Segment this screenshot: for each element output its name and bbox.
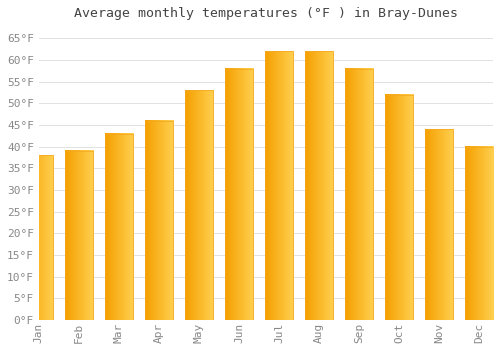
Bar (345, 69, 373, 320)
Bar (305, 51, 333, 320)
Bar (145, 121, 173, 320)
Bar (65, 151, 93, 320)
Bar (425, 129, 453, 320)
Bar (305, 51, 333, 320)
Bar (185, 90, 213, 320)
Bar (265, 51, 293, 320)
Bar (105, 134, 133, 320)
Bar (105, 134, 133, 320)
Bar (465, 147, 493, 320)
Bar (185, 90, 213, 320)
Bar (465, 147, 493, 320)
Bar (225, 69, 253, 320)
Bar (265, 51, 293, 320)
Bar (425, 129, 453, 320)
Bar (25, 155, 53, 320)
Bar (225, 69, 253, 320)
Title: Average monthly temperatures (°F ) in Bray-Dunes: Average monthly temperatures (°F ) in Br… (74, 7, 458, 20)
Bar (145, 121, 173, 320)
Bar (65, 151, 93, 320)
Bar (345, 69, 373, 320)
Bar (25, 155, 53, 320)
Bar (385, 94, 413, 320)
Bar (385, 94, 413, 320)
